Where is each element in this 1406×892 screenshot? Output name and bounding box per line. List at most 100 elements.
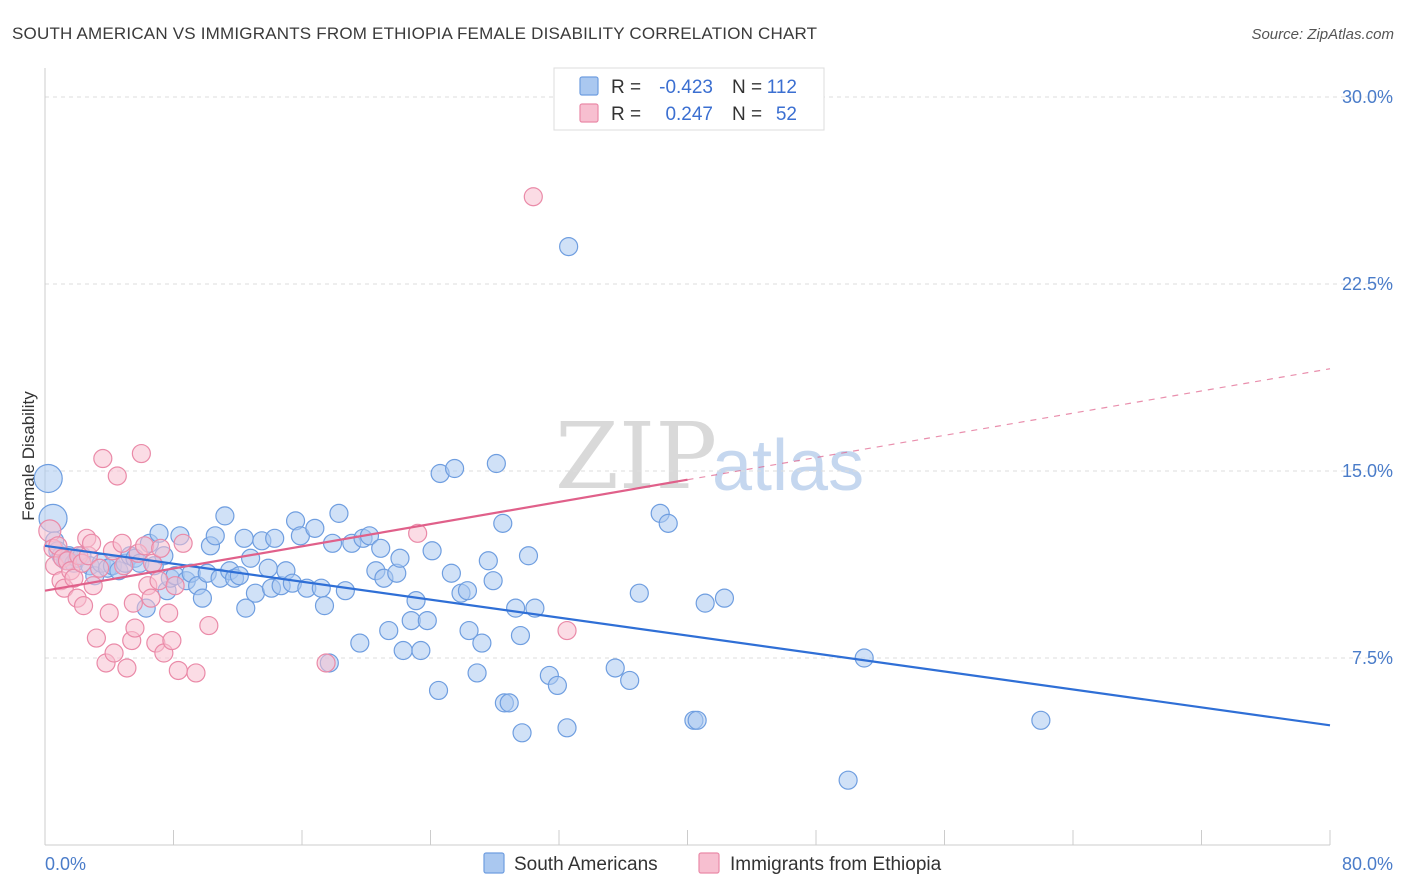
trend-line-0 [44,544,1331,727]
series-0-point-108 [687,710,707,730]
series-0-point-106 [658,513,678,533]
series-1-point-17 [83,576,103,596]
series-0-point-74 [406,591,426,611]
series-1-point-33 [131,443,151,464]
series-0-point-109 [695,593,715,613]
series-0-point-61 [335,581,355,601]
series-0-point-81 [444,458,465,479]
legend-swatch-south-americans [483,852,505,874]
series-0-point-46 [258,558,278,578]
y-tick-label-1: 15.0% [1342,461,1393,481]
y-axis-label: Female Disability [19,391,38,521]
series-0-point-59 [322,533,343,553]
series-1-point-9 [64,568,84,588]
series-0-point-55 [305,518,325,538]
watermark-zip: ZIP [555,403,717,510]
series-0-point-85 [467,663,487,683]
series-0-point-76 [417,610,437,631]
series-0-point-86 [472,633,492,653]
series-0-point-100 [557,718,577,738]
stats-legend: R = -0.423 N = 112 R = 0.247 N = 52 [553,67,825,131]
series-0-point-113 [1031,710,1051,730]
legend-label-ethiopia: Immigrants from Ethiopia [730,854,942,875]
series-legend: South Americans Immigrants from Ethiopia [483,852,942,875]
series-0-point-42 [236,598,256,618]
series-0-point-88 [483,571,503,591]
series-0-point-96 [518,546,539,566]
trend-line-1-solid [44,478,688,592]
series-1-point-24 [104,643,124,663]
series-0-point-90 [493,513,513,533]
series-0-point-37 [215,506,235,526]
y-tick-label-3: 30.0% [1342,87,1393,107]
watermark-atlas: atlas [712,426,864,506]
legend-swatch-blue [579,76,599,96]
x-tick-label-max: 80.0% [1342,854,1393,874]
legend-swatch-ethiopia [698,852,720,874]
series-0-point-60 [329,503,349,523]
y-tick-label-0: 7.5% [1352,648,1393,668]
legend-swatch-pink [579,103,599,123]
series-1-point-25 [107,466,127,486]
series-1-point-13 [73,596,94,616]
series-1-point-36 [141,588,161,608]
scatter-points [33,187,1051,790]
series-1-point-31 [125,618,145,638]
series-0-point-63 [350,633,370,653]
y-tick-labels: 7.5% 15.0% 22.5% 30.0% [1342,87,1393,668]
series-1-point-19 [90,558,110,578]
legend-r-label-1: R = [611,77,641,98]
series-0-point-78 [428,680,449,701]
series-0-point-73 [401,610,421,631]
series-1-point-26 [112,533,132,553]
series-0-point-67 [371,538,391,558]
series-0-point-110 [714,588,735,608]
series-0-point-32 [192,588,213,608]
series-1-point-42 [159,603,179,623]
legend-n-label-1: N = [732,77,762,98]
series-1-point-34 [134,536,155,556]
series-1-point-48 [199,615,219,636]
series-0-points [33,237,1051,790]
series-0-point-103 [620,670,640,691]
series-1-point-27 [114,556,134,576]
series-0-point-84 [459,620,479,641]
series-0-point-93 [506,598,526,618]
series-1-points [38,187,577,683]
legend-r-value-1: -0.423 [659,77,713,98]
series-0-point-57 [314,596,335,616]
series-0-point-89 [486,453,506,474]
series-0-point-104 [629,583,649,603]
series-1-point-39 [149,571,169,591]
legend-r-label-2: R = [611,104,641,125]
trend-line-1-dashed [687,368,1331,481]
series-0-point-35 [205,526,225,546]
legend-n-label-2: N = [732,104,762,125]
stats-legend-box [553,67,825,131]
series-1-point-18 [86,628,107,648]
trend-lines [44,368,1331,727]
series-1-point-30 [123,593,143,613]
series-0-point-0 [33,463,63,494]
series-1-point-28 [117,658,137,678]
x-tick-label-min: 0.0% [45,854,86,874]
legend-n-value-2: 52 [776,104,797,125]
series-0-point-44 [245,583,266,603]
series-0-point-99 [547,675,567,696]
series-0-point-40 [229,566,249,586]
series-0-point-111 [838,770,858,790]
series-1-point-50 [408,523,428,543]
series-0-point-80 [441,563,461,583]
series-1-point-45 [168,660,188,681]
series-0-point-41 [234,528,254,548]
legend-label-south-americans: South Americans [514,854,658,875]
series-1-point-46 [173,533,193,553]
series-0-point-48 [265,528,285,548]
series-1-point-51 [523,187,543,207]
series-0-point-77 [422,541,442,561]
series-1-point-44 [165,576,185,596]
series-0-point-83 [457,581,478,601]
series-0-point-56 [311,578,331,598]
chart-source: Source: ZipAtlas.com [1251,26,1394,43]
series-0-point-75 [411,640,431,661]
